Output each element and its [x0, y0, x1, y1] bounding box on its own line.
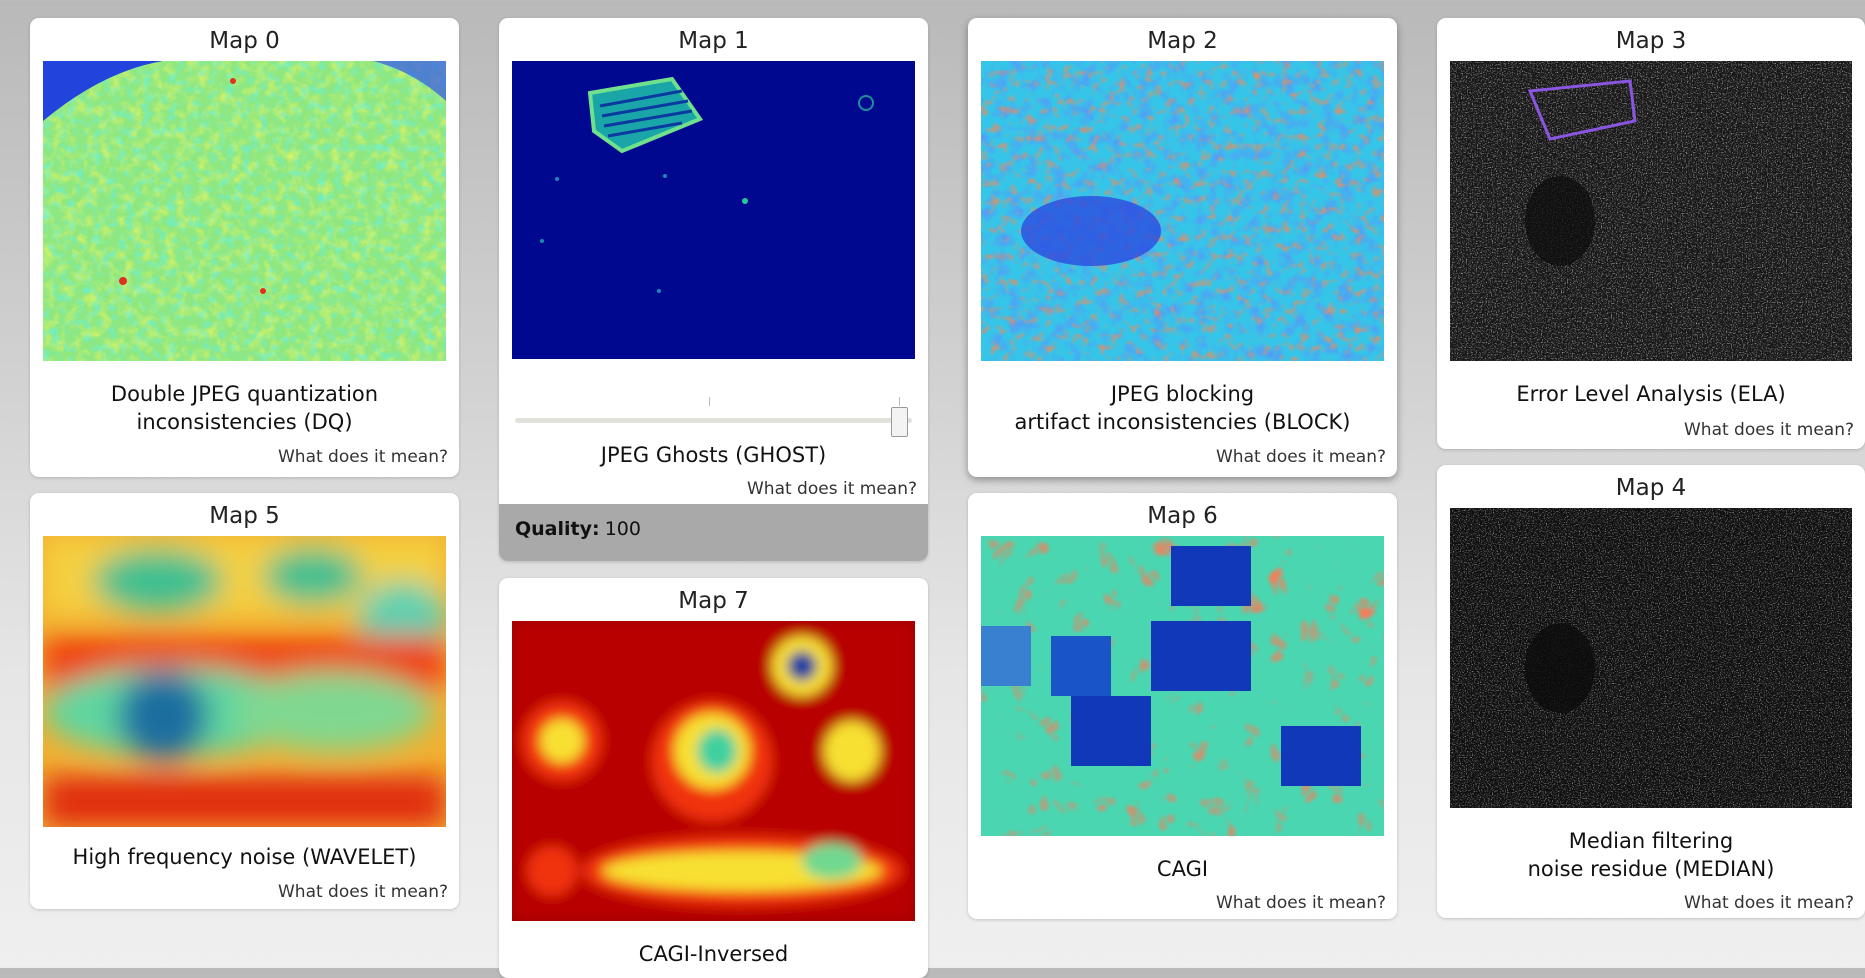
- map-description: High frequency noise (WAVELET): [72, 845, 417, 869]
- quality-readout: Quality: 100: [515, 518, 641, 540]
- cagi-inversed-heatmap-image: [512, 621, 915, 921]
- what-does-it-mean-link[interactable]: What does it mean?: [277, 447, 448, 467]
- map-description: Median filtering noise residue (MEDIAN): [1527, 829, 1775, 881]
- map-description: CAGI-Inversed: [638, 942, 789, 966]
- map-title: Map 0: [209, 28, 280, 54]
- map-card-4: Map 4 Median filtering noise residue (ME…: [1437, 465, 1865, 918]
- map-title: Map 2: [1147, 28, 1218, 54]
- quality-footer: Quality: 100: [499, 504, 928, 561]
- map-card-5: Map 5 High frequency noise (WAVELET) Wha…: [30, 493, 459, 909]
- cagi-heatmap-image: [981, 536, 1384, 836]
- map-description: JPEG Ghosts (GHOST): [600, 443, 827, 467]
- quality-slider-handle[interactable]: [891, 407, 908, 437]
- what-does-it-mean-link[interactable]: What does it mean?: [1215, 893, 1386, 913]
- map-card-1: Map 1 JPEG Ghosts (GHOST) What does it m…: [499, 18, 928, 561]
- map-title: Map 7: [678, 588, 749, 614]
- quality-label: Quality:: [515, 518, 600, 540]
- median-map-image: [1450, 508, 1852, 808]
- map-description: Double JPEG quantization inconsistencies…: [110, 382, 379, 434]
- what-does-it-mean-link[interactable]: What does it mean?: [746, 479, 917, 499]
- map-card-0: Map 0 Double JPEG quantization inconsist…: [30, 18, 459, 477]
- what-does-it-mean-link[interactable]: What does it mean?: [1683, 420, 1854, 440]
- map-description: JPEG blocking artifact inconsistencies (…: [1014, 382, 1351, 434]
- slider-tick: [709, 397, 710, 406]
- dq-heatmap-image: [43, 61, 446, 361]
- map-title: Map 1: [678, 28, 749, 54]
- map-card-7: Map 7 CAGI-Inversed: [499, 578, 928, 978]
- map-title: Map 3: [1615, 28, 1687, 54]
- map-card-2: Map 2 JPEG blocking artifact inconsisten…: [968, 18, 1397, 477]
- wavelet-heatmap-image: [43, 536, 446, 827]
- map-title: Map 4: [1615, 475, 1687, 501]
- map-description: CAGI: [1156, 857, 1209, 881]
- what-does-it-mean-link[interactable]: What does it mean?: [277, 882, 448, 902]
- block-heatmap-image: [981, 61, 1384, 361]
- map-card-6: Map 6 CAGI What does it mean?: [968, 493, 1397, 919]
- quality-value: 100: [604, 518, 641, 540]
- map-description: Error Level Analysis (ELA): [1516, 382, 1786, 406]
- ela-map-image: [1450, 61, 1852, 361]
- quality-slider-track[interactable]: [515, 418, 912, 423]
- map-card-3: Map 3 Error Level Analysis (ELA) What do…: [1437, 18, 1865, 449]
- what-does-it-mean-link[interactable]: What does it mean?: [1215, 447, 1386, 467]
- ghost-map-image: [512, 61, 915, 359]
- map-title: Map 5: [209, 503, 280, 529]
- map-title: Map 6: [1147, 503, 1218, 529]
- what-does-it-mean-link[interactable]: What does it mean?: [1683, 893, 1854, 913]
- slider-tick: [899, 397, 900, 406]
